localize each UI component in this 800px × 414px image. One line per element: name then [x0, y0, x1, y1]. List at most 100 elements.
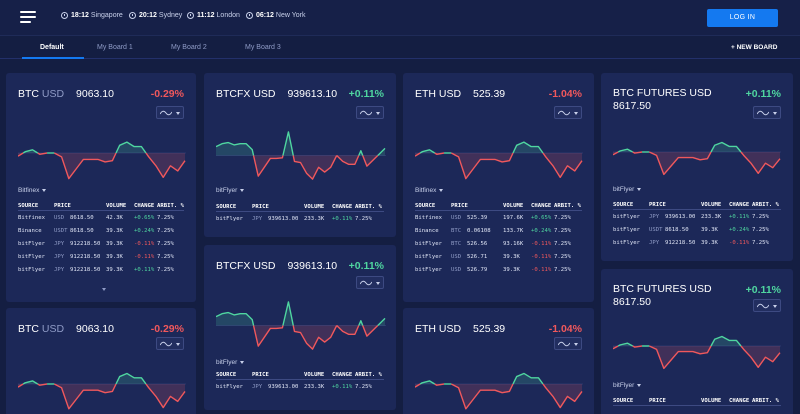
wave-icon — [757, 110, 769, 116]
clock-icon — [187, 12, 194, 19]
tab-my-board-1[interactable]: My Board 1 — [97, 44, 133, 51]
chart-type-dropdown[interactable] — [554, 337, 582, 350]
column-header: SOURCE — [613, 202, 634, 208]
chart-line-down — [740, 151, 781, 174]
chart-area-down — [253, 155, 283, 177]
table-row[interactable]: bitFlyer JPY 912218.50 39.3K +0.11% 7.25% — [18, 263, 184, 276]
chart-type-dropdown[interactable] — [156, 106, 184, 119]
chart-line-up — [282, 131, 294, 156]
chart-type-dropdown[interactable] — [156, 337, 184, 350]
hamburger-icon[interactable] — [20, 11, 36, 23]
table-row[interactable]: Binance BTC 0.06108 133.7K +0.24% 7.25% — [415, 224, 582, 237]
chart-type-dropdown[interactable] — [356, 276, 384, 289]
column-header: ARBIT. % — [752, 202, 779, 208]
cell-volume: 39.3K — [106, 254, 123, 260]
card-title: BTC USD 9063.10 — [18, 88, 114, 100]
exchange-selector[interactable]: bitFlyer — [613, 186, 642, 193]
new-board-button[interactable]: + NEW BOARD — [731, 44, 778, 51]
cell-volume: 39.3K — [106, 228, 123, 234]
clock-city: London — [216, 12, 240, 19]
table-row[interactable]: bitFlyer JPY 912218.50 39.3K -0.11% 7.25% — [18, 237, 184, 250]
cell-cur: USD — [54, 215, 65, 221]
card-change: -1.04% — [548, 88, 582, 100]
table-row[interactable]: bitFlyer JPY 912218.50 39.3K -0.11% 7.25% — [18, 250, 184, 263]
chart-area-up — [420, 149, 435, 153]
chart-type-dropdown[interactable] — [753, 106, 781, 119]
chart-line-down — [613, 151, 619, 156]
table-row[interactable]: Bitfinex USD 525.39 197.6K +0.65% 7.25% — [415, 211, 582, 224]
chart-line-down — [649, 151, 712, 176]
chart-area-down — [740, 346, 780, 368]
clock-time: 11:12 — [197, 12, 215, 19]
tab-my-board-3[interactable]: My Board 3 — [245, 44, 281, 51]
cell-arbit: 7.25% — [554, 241, 571, 247]
chart-area-up — [711, 336, 741, 346]
cell-volume: 233.3K — [701, 214, 722, 220]
cell-change: +0.24% — [729, 227, 750, 233]
table-row[interactable]: bitFlyer JPY 939613.00 233.3K +0.11% 7.25% — [216, 212, 384, 225]
table-row[interactable]: Binance USDT 8618.50 39.3K +0.24% 7.25% — [18, 224, 184, 237]
card-change: +0.11% — [745, 284, 781, 296]
table-row[interactable]: bitFlyer JPY 939613.00 233.3K +0.11% 7.25% — [613, 210, 781, 223]
table-row[interactable]: bitFlyer USD 526.79 39.3K -0.11% 7.25% — [415, 263, 582, 276]
card-price: 9063.10 — [76, 88, 114, 100]
cell-cur: USD — [451, 267, 462, 273]
cell-volume: 39.3K — [106, 267, 123, 273]
chart-line-up — [710, 335, 742, 347]
column-header: CHANGE — [531, 203, 552, 209]
cell-change: +0.65% — [531, 215, 552, 221]
tab-my-board-2[interactable]: My Board 2 — [171, 44, 207, 51]
chart-type-dropdown[interactable] — [753, 299, 781, 312]
price-sparkline — [216, 301, 386, 350]
cell-cur: JPY — [54, 254, 65, 260]
chevron-down-icon — [376, 282, 380, 285]
chart-line-down — [362, 154, 379, 167]
chart-line-down — [542, 383, 583, 409]
cell-source: bitFlyer — [18, 241, 45, 247]
table-row[interactable]: bitFlyer BTC 526.56 93.16K -0.11% 7.25% — [415, 237, 582, 250]
card-title: ETH USD 525.39 — [415, 323, 505, 335]
chart-line-up — [419, 149, 436, 154]
exchange-selector[interactable]: bitFlyer — [216, 359, 245, 366]
cell-source: bitFlyer — [613, 227, 640, 233]
chart-line-down — [145, 383, 186, 409]
expand-more-icon[interactable] — [102, 288, 106, 291]
table-row[interactable]: bitFlyer USDT 8618.50 39.3K +0.24% 7.25% — [613, 223, 781, 236]
chart-area-down — [542, 153, 582, 178]
card-price: 525.39 — [473, 88, 506, 100]
card-title: BTC FUTURES USD 8617.50 — [613, 87, 712, 113]
chart-area-up — [23, 149, 38, 153]
cell-source: Bitfinex — [415, 215, 442, 221]
table-row[interactable]: Bitfinex USD 8618.50 42.3K +0.65% 7.25% — [18, 211, 184, 224]
cell-price: 525.39 — [467, 215, 488, 221]
cell-volume: 133.7K — [503, 228, 524, 234]
cell-arbit: 7.25% — [554, 215, 571, 221]
chart-line-down — [292, 155, 338, 180]
cell-volume: 233.3K — [304, 384, 325, 390]
chart-type-dropdown[interactable] — [356, 106, 384, 119]
column-header: CHANGE — [729, 398, 750, 404]
cell-cur: USDT — [54, 228, 68, 234]
chart-line-up — [377, 147, 386, 157]
cell-arbit: 7.25% — [157, 267, 174, 273]
card-price: 939613.10 — [287, 260, 338, 272]
price-sparkline — [613, 141, 781, 176]
table-row[interactable]: bitFlyer JPY 912218.50 39.3K -0.11% 7.25% — [613, 236, 781, 249]
exchange-selector[interactable]: bitFlyer — [216, 187, 245, 194]
table-row[interactable]: bitFlyer JPY 939613.00 233.3K +0.11% 7.25% — [216, 380, 384, 393]
chart-type-dropdown[interactable] — [554, 106, 582, 119]
exchange-selector[interactable]: Bitfinex — [415, 187, 444, 194]
exchange-selector[interactable]: bitFlyer — [613, 382, 642, 389]
tab-default[interactable]: Default — [40, 44, 64, 51]
table-row[interactable]: bitFlyer USD 526.71 39.3K -0.11% 7.25% — [415, 250, 582, 263]
chart-area-down — [415, 384, 421, 388]
chart-line-down — [434, 383, 445, 386]
chart-line-up — [22, 380, 39, 385]
cell-change: -0.11% — [729, 240, 750, 246]
chart-area-up — [116, 142, 146, 153]
chart-line-up — [710, 141, 742, 153]
exchange-name: bitFlyer — [216, 187, 238, 194]
login-button[interactable]: LOG IN — [707, 9, 778, 27]
exchange-selector[interactable]: Bitfinex — [18, 187, 47, 194]
chart-line-down — [252, 325, 284, 347]
